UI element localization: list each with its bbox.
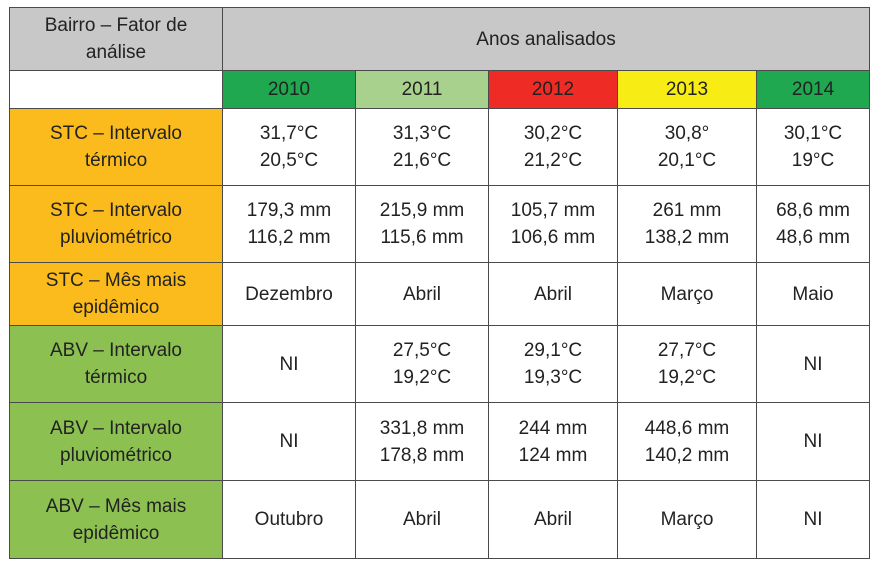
- row-label: ABV – Intervalo térmico: [9, 325, 223, 403]
- table-cell: 30,8° 20,1°C: [617, 108, 757, 186]
- table-cell: 215,9 mm 115,6 mm: [355, 185, 489, 263]
- year-header-2013: 2013: [617, 70, 757, 109]
- cell-value: 19,2°C: [392, 367, 452, 388]
- row-label: ABV – Mês mais epidêmico: [9, 480, 223, 559]
- table-row: ABV – Mês mais epidêmico Outubro Abril Abri…: [9, 480, 871, 559]
- data-table: Bairro – Fator de análise Anos analisado…: [9, 7, 871, 559]
- cell-value: 106,6 mm: [510, 227, 596, 248]
- cell-value: Dezembro: [245, 283, 333, 305]
- cell-value: Abril: [402, 509, 441, 530]
- table-cell: 179,3 mm 116,2 mm: [222, 185, 356, 263]
- cell-value: 244 mm: [518, 417, 588, 439]
- table-cell: 448,6 mm 140,2 mm: [617, 402, 757, 481]
- row-label: ABV – Intervalo pluviométrico: [9, 402, 223, 481]
- table-cell: 261 mm 138,2 mm: [617, 185, 757, 263]
- cell-value: 140,2 mm: [644, 444, 730, 466]
- cell-value: 21,2°C: [523, 150, 583, 171]
- table-cell: 27,5°C 19,2°C: [355, 325, 489, 403]
- cell-value: 30,1°C: [783, 123, 843, 144]
- table-row: ABV – Intervalo pluviométrico NI 331,8 mm 1…: [9, 402, 871, 481]
- cell-value: 30,8°: [664, 123, 710, 144]
- table-cell: NI: [755, 325, 871, 403]
- table-cell: NI: [222, 325, 356, 403]
- table-cell: 244 mm 124 mm: [488, 402, 618, 481]
- cell-value: 20,5°C: [259, 150, 319, 171]
- table-cell: 30,1°C 19°C: [755, 108, 871, 186]
- year-header-2011: 2011: [355, 70, 489, 109]
- cell-value: 19,3°C: [523, 367, 583, 388]
- table-cell: 105,7 mm 106,6 mm: [488, 185, 618, 263]
- year-header-2014: 2014: [755, 70, 871, 109]
- cell-value: NI: [803, 431, 823, 452]
- cell-value: Maio: [792, 283, 834, 305]
- cell-value: 30,2°C: [523, 123, 583, 144]
- cell-value: 48,6 mm: [776, 227, 850, 248]
- row-label: STC – Intervalo pluviométrico: [9, 185, 223, 263]
- cell-value: 116,2 mm: [247, 227, 331, 248]
- cell-value: 68,6 mm: [776, 200, 850, 221]
- cell-value: 179,3 mm: [246, 200, 332, 221]
- cell-value: NI: [279, 431, 299, 452]
- row-label: STC – Intervalo térmico: [9, 108, 223, 186]
- table-cell: 29,1°C 19,3°C: [488, 325, 618, 403]
- year-header-2010: 2010: [222, 70, 356, 109]
- table-cell: NI: [755, 402, 871, 481]
- table-cell: Maio: [755, 262, 871, 326]
- cell-value: 21,6°C: [392, 150, 452, 171]
- table-cell: 27,7°C 19,2°C: [617, 325, 757, 403]
- table-cell: Outubro: [222, 480, 356, 559]
- cell-value: 261 mm: [652, 200, 722, 221]
- corner-header: Bairro – Fator de análise: [9, 7, 223, 71]
- cell-value: 178,8 mm: [379, 444, 465, 466]
- table-row: ABV – Intervalo térmico NI 27,5°C 19,2°C 29,…: [9, 325, 871, 403]
- cell-value: 19,2°C: [657, 367, 717, 388]
- table-cell: 68,6 mm 48,6 mm: [755, 185, 871, 263]
- cell-value: 124 mm: [518, 444, 588, 466]
- cell-value: 31,7°C: [259, 123, 319, 144]
- cell-value: Abril: [533, 509, 572, 530]
- row-label: STC – Mês mais epidêmico: [9, 262, 223, 326]
- cell-value: Março: [660, 509, 714, 530]
- table-cell: Abril: [355, 262, 489, 326]
- table-cell: 30,2°C 21,2°C: [488, 108, 618, 186]
- table-cell: NI: [755, 480, 871, 559]
- cell-value: 105,7 mm: [510, 200, 596, 221]
- cell-value: Abril: [533, 283, 572, 305]
- cell-value: Março: [660, 283, 714, 305]
- table-cell: Abril: [355, 480, 489, 559]
- table-row: STC – Mês mais epidêmico Dezembro Abril Abr…: [9, 262, 871, 326]
- cell-value: 215,9 mm: [379, 200, 465, 221]
- cell-value: NI: [803, 353, 823, 375]
- blank-header-cell: [9, 70, 223, 109]
- cell-value: 20,1°C: [657, 150, 717, 171]
- cell-value: 19°C: [791, 150, 835, 171]
- cell-value: 331,8 mm: [379, 417, 465, 439]
- table-cell: 31,7°C 20,5°C: [222, 108, 356, 186]
- cell-value: 138,2 mm: [644, 227, 730, 248]
- cell-value: Outubro: [254, 509, 324, 530]
- table-row: STC – Intervalo pluviométrico 179,3 mm 116…: [9, 185, 871, 263]
- table-cell: Abril: [488, 262, 618, 326]
- cell-value: 27,7°C: [657, 340, 717, 361]
- cell-value: 31,3°C: [392, 123, 452, 144]
- cell-value: 448,6 mm: [644, 417, 730, 439]
- table-cell: Dezembro: [222, 262, 356, 326]
- table-cell: Março: [617, 262, 757, 326]
- cell-value: Abril: [402, 283, 441, 305]
- cell-value: 29,1°C: [523, 340, 583, 361]
- cell-value: NI: [279, 353, 299, 375]
- table-cell: Março: [617, 480, 757, 559]
- cell-value: 27,5°C: [392, 340, 452, 361]
- table-cell: NI: [222, 402, 356, 481]
- cell-value: NI: [803, 509, 823, 530]
- table-cell: Abril: [488, 480, 618, 559]
- table-row: STC – Intervalo térmico 31,7°C 20,5°C 31,3°…: [9, 108, 871, 186]
- table-cell: 31,3°C 21,6°C: [355, 108, 489, 186]
- table-cell: 331,8 mm 178,8 mm: [355, 402, 489, 481]
- years-span-header: Anos analisados: [221, 7, 871, 71]
- cell-value: 115,6 mm: [380, 227, 464, 248]
- year-header-2012: 2012: [488, 70, 618, 109]
